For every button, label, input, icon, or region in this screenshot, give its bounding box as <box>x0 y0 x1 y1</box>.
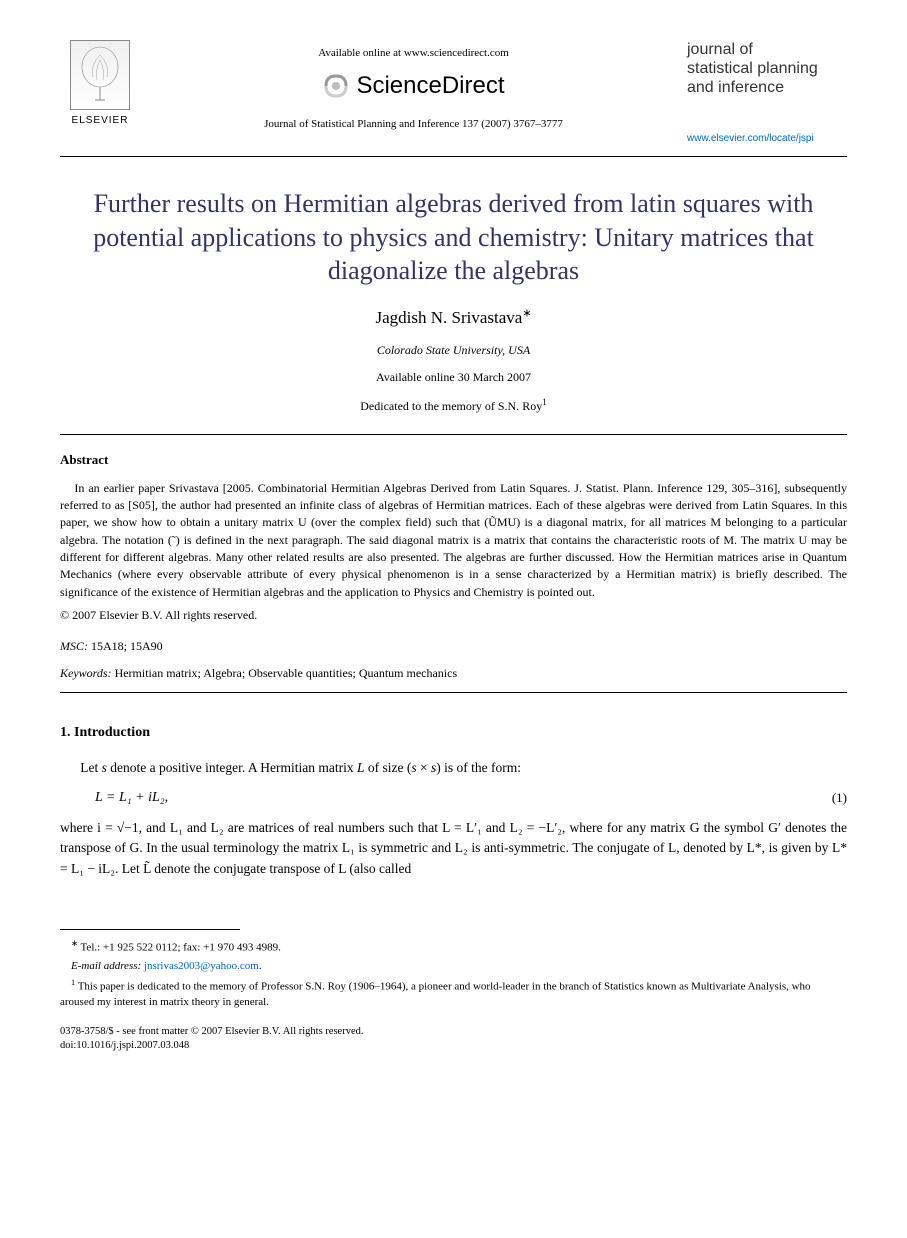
paper-title: Further results on Hermitian algebras de… <box>60 187 847 288</box>
tree-svg <box>75 45 125 105</box>
msc-line: MSC: 15A18; 15A90 <box>60 638 847 655</box>
elsevier-label: ELSEVIER <box>72 114 129 128</box>
p1-d: is of the form: <box>441 760 521 775</box>
issn-line: 0378-3758/$ - see front matter © 2007 El… <box>60 1025 847 1040</box>
available-online-text: Available online at www.sciencedirect.co… <box>140 46 687 61</box>
available-date: Available online 30 March 2007 <box>60 369 847 386</box>
keywords-line: Keywords: Hermitian matrix; Algebra; Obs… <box>60 665 847 682</box>
msc-label: MSC: <box>60 639 88 653</box>
abstract-heading: Abstract <box>60 451 847 469</box>
email-link[interactable]: jnsrivas2003@yahoo.com <box>144 960 259 972</box>
sciencedirect-text: ScienceDirect <box>356 69 504 103</box>
journal-name-line2: statistical planning <box>687 60 818 77</box>
bottom-meta: 0378-3758/$ - see front matter © 2007 El… <box>60 1025 847 1054</box>
footnote-email: E-mail address: jnsrivas2003@yahoo.com. <box>60 959 847 974</box>
sciencedirect-icon <box>322 72 350 100</box>
fn1-marker: 1 <box>71 978 75 987</box>
intro-para-2: where i = √−1, and L₁ and L₂ are matrice… <box>60 818 847 879</box>
p1-a: Let <box>80 760 101 775</box>
equation-1-number: (1) <box>832 789 847 807</box>
author-name: Jagdish N. Srivastava <box>375 308 522 327</box>
footnote-corresponding: ∗ Tel.: +1 925 522 0112; fax: +1 970 493… <box>60 938 847 956</box>
elsevier-tree-icon <box>70 40 130 110</box>
journal-logo-block: journal of statistical planning and infe… <box>687 40 847 146</box>
header-divider <box>60 156 847 157</box>
footnote-1: 1 This paper is dedicated to the memory … <box>60 977 847 1010</box>
paper-page: ELSEVIER Available online at www.science… <box>0 0 907 1104</box>
abstract-body: In an earlier paper Srivastava [2005. Co… <box>60 480 847 602</box>
header-row: ELSEVIER Available online at www.science… <box>60 40 847 146</box>
doi-line: doi:10.1016/j.jspi.2007.03.048 <box>60 1039 847 1054</box>
intro-para-1: Let s denote a positive integer. A Hermi… <box>60 758 847 778</box>
fn1-text: This paper is dedicated to the memory of… <box>60 981 811 1008</box>
journal-name-line3: and inference <box>687 79 784 96</box>
center-header: Available online at www.sciencedirect.co… <box>140 40 687 132</box>
dedication-marker: 1 <box>542 397 547 407</box>
msc-value: 15A18; 15A90 <box>91 639 163 653</box>
abstract-copyright: © 2007 Elsevier B.V. All rights reserved… <box>60 607 847 624</box>
corr-text: Tel.: +1 925 522 0112; fax: +1 970 493 4… <box>80 941 280 953</box>
equation-1-row: L = L₁ + iL₂, (1) <box>95 788 847 808</box>
journal-name-line1: journal of <box>687 41 753 58</box>
email-label: E-mail address: <box>71 960 141 972</box>
p1-c: of size <box>364 760 406 775</box>
corr-marker: ∗ <box>71 939 78 948</box>
abstract-top-rule <box>60 434 847 435</box>
dedication-text: Dedicated to the memory of S.N. Roy <box>360 399 542 413</box>
author-line: Jagdish N. Srivastava∗ <box>60 306 847 330</box>
journal-name: journal of statistical planning and infe… <box>687 40 847 98</box>
dedication: Dedicated to the memory of S.N. Roy1 <box>60 396 847 415</box>
p1-b: denote a positive integer. A Hermitian m… <box>107 760 357 775</box>
corresponding-marker: ∗ <box>522 307 531 319</box>
email-suffix: . <box>259 960 262 972</box>
elsevier-logo: ELSEVIER <box>60 40 140 128</box>
equation-1: L = L₁ + iL₂, <box>95 788 832 808</box>
keywords-value: Hermitian matrix; Algebra; Observable qu… <box>115 666 458 680</box>
journal-url-link[interactable]: www.elsevier.com/locate/jspi <box>687 133 814 144</box>
journal-reference: Journal of Statistical Planning and Infe… <box>140 117 687 132</box>
sciencedirect-logo: ScienceDirect <box>322 69 504 103</box>
affiliation: Colorado State University, USA <box>60 342 847 359</box>
keywords-label: Keywords: <box>60 666 112 680</box>
section-1-heading: 1. Introduction <box>60 723 847 743</box>
abstract-bottom-rule <box>60 692 847 693</box>
footnote-rule <box>60 929 240 930</box>
